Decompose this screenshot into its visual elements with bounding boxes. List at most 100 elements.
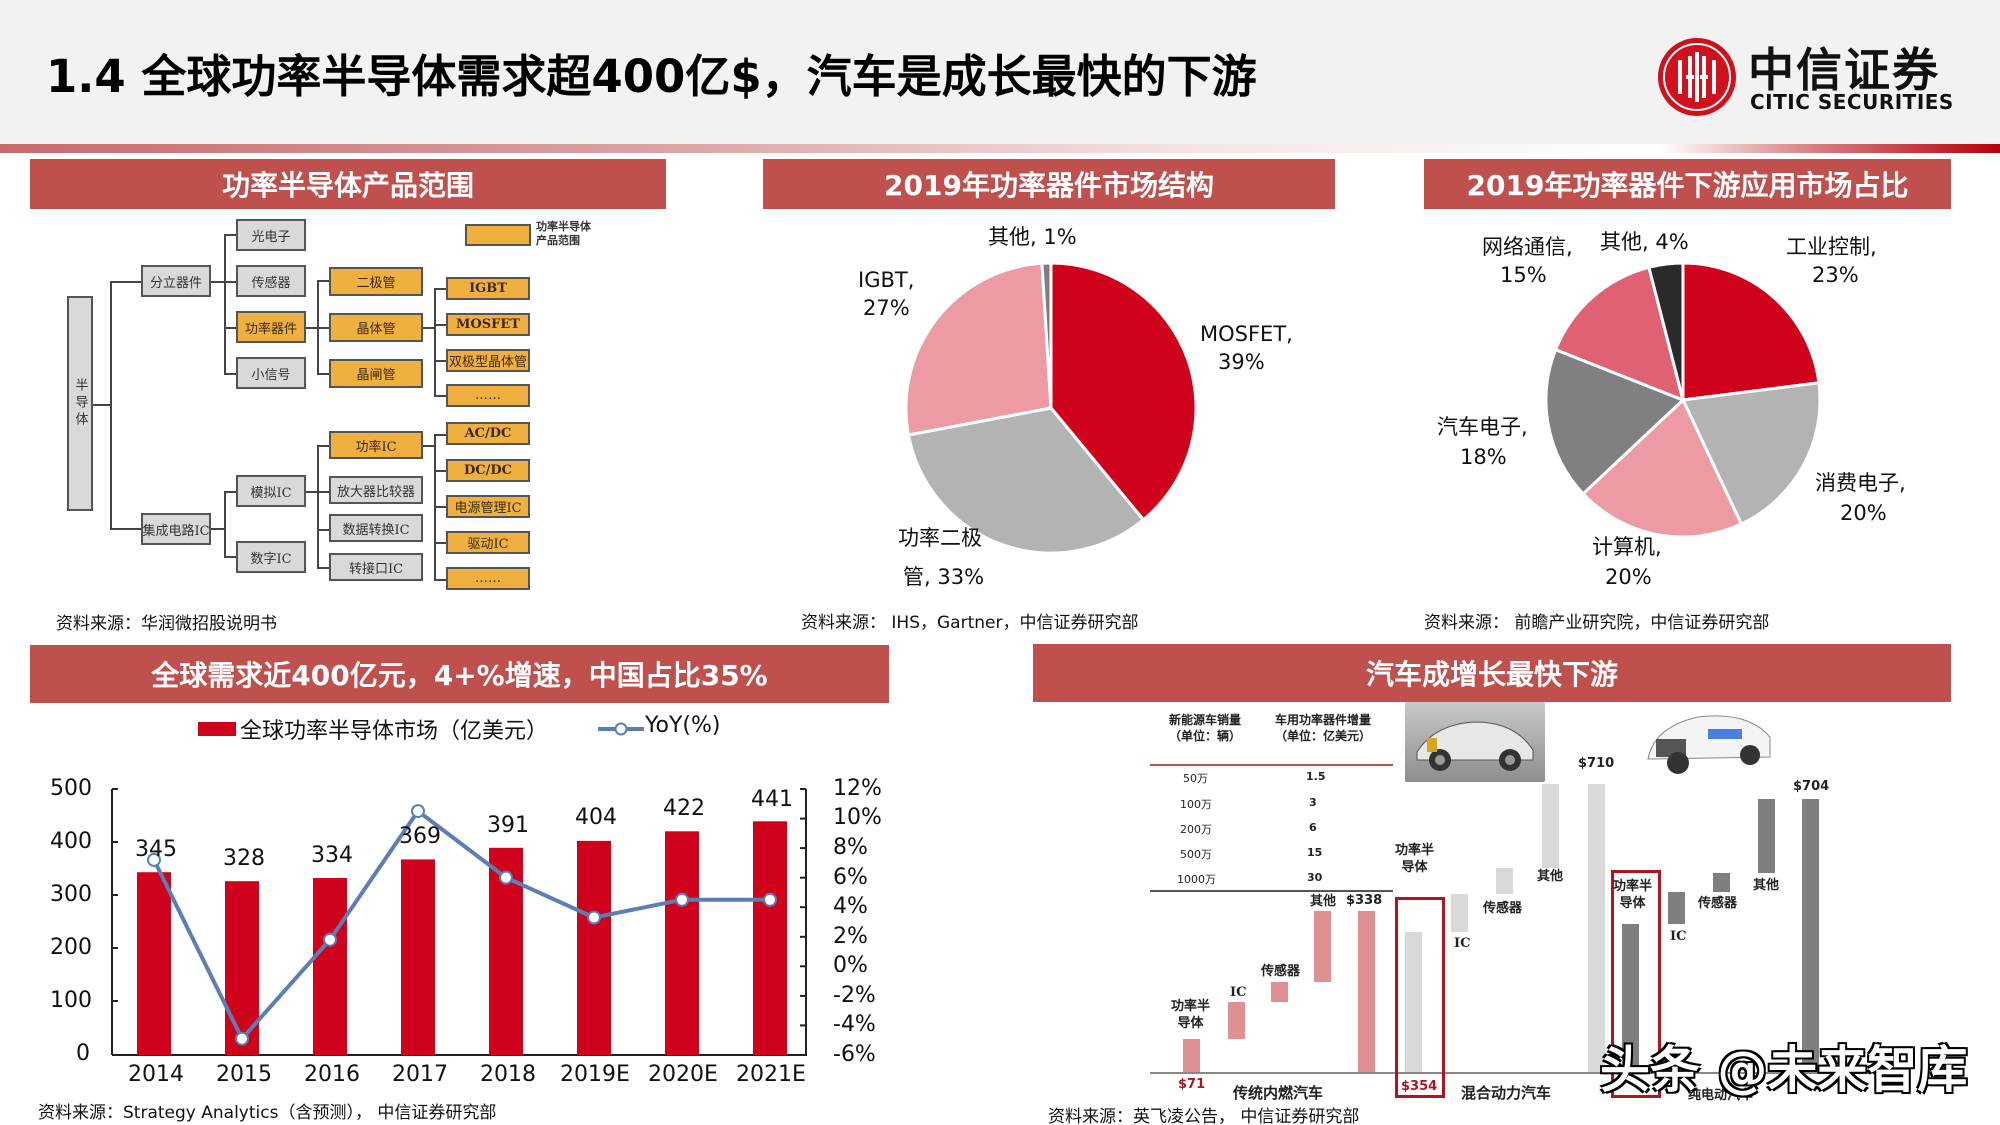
bev-power-highlight [1611, 870, 1661, 1098]
table-row-5-sales: 1000万 [1177, 873, 1216, 886]
bar-label-2019E: 404 [575, 805, 617, 830]
panel-header-waterfall: 汽车成增长最快下游 [1033, 644, 1951, 702]
node-optoelectronics: 光电子 [236, 219, 306, 251]
ev-car-image [1638, 697, 1778, 787]
pie2-label-computer-name: 计算机, [1592, 535, 1662, 559]
watermark: 头条 @未来智库 [1600, 1041, 1968, 1099]
x-label-2014: 2014 [128, 1062, 184, 1087]
x-label-2017: 2017 [392, 1062, 448, 1087]
bev-bar-ic [1668, 892, 1685, 924]
pie1-slice-igbt [904, 261, 1053, 437]
bar-label-2020E: 422 [663, 796, 705, 821]
hev-label-other: 其他 [1537, 869, 1564, 884]
table-header-increment: 车用功率器件增量 （单位：亿美元） [1274, 713, 1371, 743]
y2-tick-m2: -2% [833, 983, 876, 1008]
ice-bar-power [1183, 1039, 1200, 1072]
y2-tick-2: 2% [833, 924, 868, 949]
logo-en-text: CITIC SECURITIES [1750, 90, 1954, 114]
bev-label-power: 功率半 导体 [1613, 879, 1653, 911]
node-data-converter: 数据转换IC [329, 514, 423, 542]
x-label-2019E: 2019E [560, 1062, 630, 1087]
node-transistor: 晶体管 [329, 313, 423, 342]
table-row-2-sales: 100万 [1180, 798, 1212, 811]
node-dcdc: DC/DC [446, 459, 530, 482]
table-row-2-value: 3 [1309, 796, 1317, 809]
ice-bar-ic [1228, 1002, 1245, 1039]
node-semiconductor: 半导体 [67, 296, 93, 511]
node-interface-ic: 转接口IC [329, 553, 423, 581]
bar-2017 [401, 859, 435, 1055]
bar-label-2015: 328 [223, 846, 265, 871]
node-more-2: …… [446, 567, 530, 590]
bar-chart-svg [111, 788, 807, 1056]
citic-logo: 中信证券 CITIC SECURITIES [1658, 38, 1978, 120]
hev-bar-power [1405, 932, 1422, 1072]
tree-source: 资料来源：华润微招股说明书 [56, 614, 277, 634]
y2-tick-0: 0% [833, 953, 868, 978]
table-row-3-value: 6 [1309, 821, 1317, 834]
pie2-label-computer-value: 20% [1605, 565, 1652, 589]
legend-label: 功率半导体 产品范围 [536, 220, 591, 247]
bev-label-ic: IC [1670, 929, 1687, 944]
pie2-label-telecom-name: 网络通信, [1482, 235, 1573, 259]
bar-label-2014: 345 [135, 837, 177, 862]
panel-header-pie2: 2019年功率器件下游应用市场占比 [1424, 159, 1951, 209]
node-ic: 集成电路IC [141, 513, 211, 545]
pie2-label-other: 其他, 4% [1600, 230, 1689, 254]
pie2-svg [1544, 261, 1822, 539]
pie2-label-consumer-name: 消费电子, [1815, 471, 1906, 495]
bev-bar-other [1758, 799, 1775, 873]
bev-bar-total [1802, 799, 1819, 1072]
y-tick-300: 300 [50, 882, 92, 907]
table-row-4-sales: 500万 [1180, 848, 1212, 861]
panel-header-pie1: 2019年功率器件市场结构 [763, 159, 1335, 209]
ice-bar-other [1314, 911, 1331, 982]
y2-tick-12: 12% [833, 776, 882, 801]
ice-total-value: $338 [1346, 893, 1383, 908]
pie1-slice-mosfet [1049, 261, 1198, 522]
pie2-source: 资料来源： 前瞻产业研究院，中信证券研究部 [1424, 613, 1770, 633]
bar-label-2021E: 441 [751, 787, 793, 812]
group-label-ice: 传统内燃汽车 [1233, 1084, 1324, 1102]
hev-bar-sensor [1496, 868, 1513, 894]
pie2-slice-other [1647, 261, 1685, 401]
pie2-label-auto-name: 汽车电子, [1437, 415, 1528, 439]
citic-logo-icon [1658, 38, 1736, 116]
product-scope-tree: 功率半导体 产品范围 半导体 分立器件 集成电路IC 光电子 传感器 功率器件 … [0, 0, 700, 640]
pie2-label-industrial-name: 工业控制, [1786, 235, 1877, 259]
x-label-2020E: 2020E [648, 1062, 718, 1087]
bar-label-2016: 334 [311, 843, 353, 868]
y-tick-500: 500 [50, 776, 92, 801]
pie1-label-mosfet-value: 39% [1218, 350, 1265, 374]
x-label-2016: 2016 [304, 1062, 360, 1087]
pie2-slice-computer [1580, 397, 1744, 539]
x-label-2021E: 2021E [736, 1062, 806, 1087]
pie1-slice-other [1040, 261, 1053, 409]
bar-source: 资料来源：Strategy Analytics（含预测）， 中信证券研究部 [38, 1103, 497, 1123]
table-row-3-sales: 200万 [1180, 823, 1212, 836]
node-amplifier: 放大器比较器 [329, 476, 423, 504]
hev-bar-ic [1451, 894, 1468, 932]
y2-tick-m4: -4% [833, 1012, 876, 1037]
node-more-1: …… [446, 384, 530, 407]
table-row-5-value: 30 [1307, 871, 1323, 884]
hev-power-highlight [1395, 897, 1445, 1098]
pie1-label-igbt-name: IGBT, [858, 268, 915, 292]
pie-downstream-share: 网络通信, 15% 其他, 4% 工业控制, 23% 汽车电子, 18% 消费电… [1420, 215, 2000, 635]
bar-label-2017: 369 [399, 824, 441, 849]
node-thyristor: 晶闸管 [329, 359, 423, 388]
ice-label-power: 功率半 导体 [1171, 999, 1211, 1031]
bev-total-value: $704 [1793, 779, 1830, 794]
bar-label-2018: 391 [487, 813, 529, 838]
panel-header-tree: 功率半导体产品范围 [30, 159, 666, 209]
y2-tick-10: 10% [833, 805, 882, 830]
x-label-2015: 2015 [216, 1062, 272, 1087]
pie1-label-diode-value: 管, 33% [903, 565, 985, 589]
pie2-slice-consumer [1680, 381, 1822, 526]
ice-power-value: $71 [1178, 1077, 1206, 1092]
waterfall-source: 资料来源：英飞凌公告， 中信证券研究部 [1048, 1107, 1360, 1125]
node-driver-ic: 驱动IC [446, 531, 530, 554]
ice-label-ic: IC [1230, 985, 1247, 1000]
ice-bar-sensor [1271, 982, 1288, 1002]
title-divider [0, 144, 2000, 153]
